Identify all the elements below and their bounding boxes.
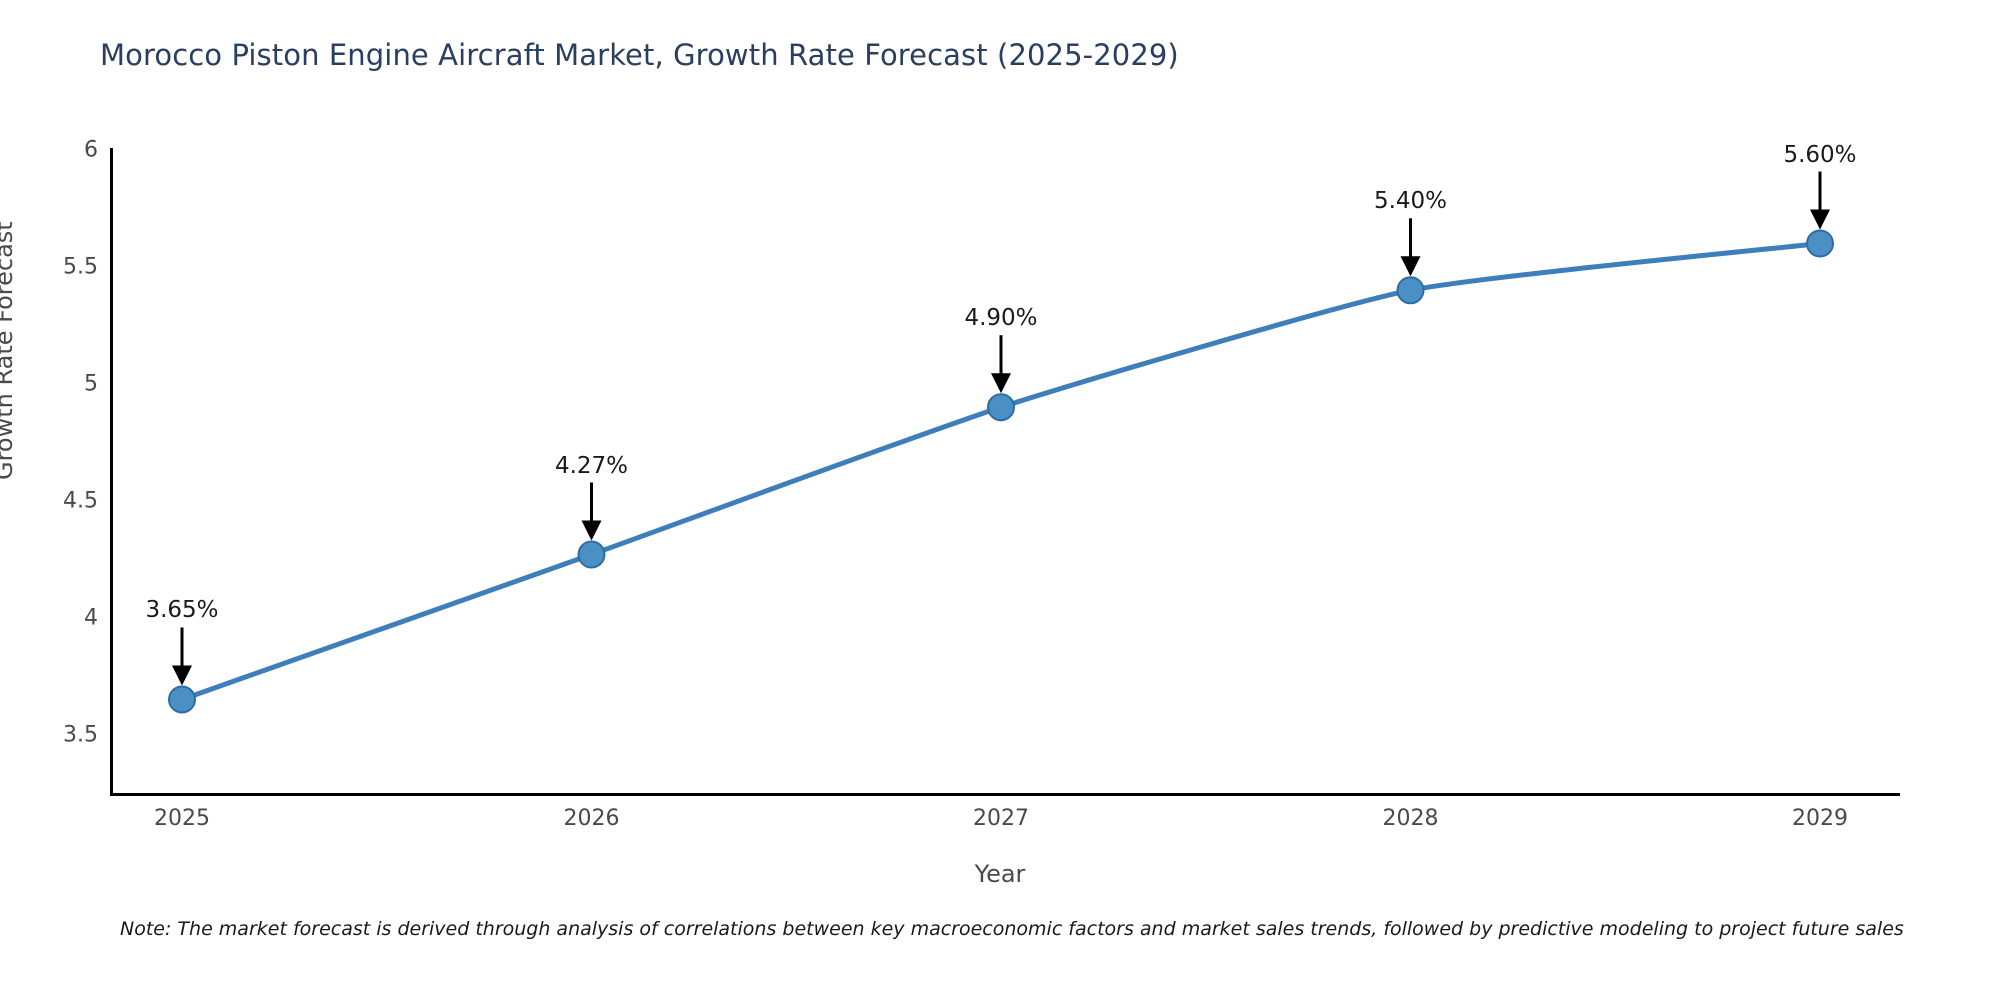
data-point-marker[interactable] (1806, 229, 1834, 258)
data-point-label: 4.27% (554, 452, 629, 479)
annotation-arrow-head (581, 520, 602, 541)
annotation-arrow-head (991, 373, 1011, 394)
data-point-label: 3.65% (145, 597, 219, 624)
data-point-label: 4.90% (964, 305, 1038, 332)
y-tick-label: 5 (84, 371, 98, 397)
x-tick-label: 2025 (154, 806, 210, 831)
data-point-marker[interactable] (1396, 276, 1425, 305)
annotation-arrows (172, 171, 1830, 686)
footnote: Note: The market forecast is derived thr… (120, 918, 1904, 940)
data-point-label: 5.60% (1783, 141, 1857, 168)
y-tick-label: 6 (84, 137, 98, 163)
data-point-marker[interactable] (168, 685, 196, 714)
x-axis-title: Year (974, 860, 1026, 888)
y-tick-label: 5.5 (63, 254, 98, 280)
x-tick-label: 2026 (563, 806, 620, 831)
data-point-marker[interactable] (987, 393, 1015, 422)
annotation-arrow-head (172, 665, 192, 686)
y-tick-label: 3.5 (63, 722, 98, 748)
x-tick-label: 2028 (1382, 806, 1439, 831)
annotation-arrow-head (1400, 256, 1421, 277)
annotation-arrow-head (1810, 209, 1830, 230)
data-point-markers (168, 229, 1834, 714)
data-point-label: 5.40% (1373, 188, 1448, 215)
x-tick-label: 2027 (973, 806, 1029, 831)
y-axis-line (110, 148, 113, 796)
x-tick-label: 2029 (1792, 806, 1848, 831)
y-tick-label: 4 (84, 605, 98, 631)
y-tick-label: 4.5 (63, 488, 98, 514)
x-axis-line (110, 793, 1900, 796)
data-point-marker[interactable] (577, 540, 606, 569)
chart-title: Morocco Piston Engine Aircraft Market, G… (100, 38, 1179, 72)
